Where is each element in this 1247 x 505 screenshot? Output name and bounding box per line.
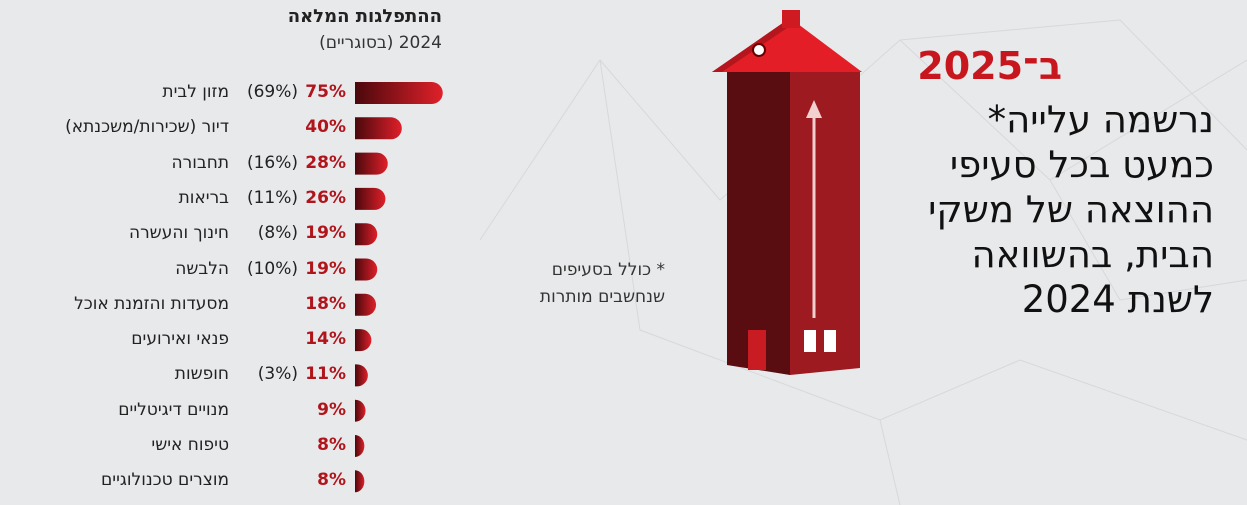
bar bbox=[355, 435, 365, 457]
prev-value-label: (10%) bbox=[246, 258, 298, 279]
value-label: 28% bbox=[305, 152, 346, 173]
prev-value-label: (69%) bbox=[246, 82, 298, 102]
category-label: פנאי ואירועים bbox=[131, 329, 229, 350]
headline-year: ב־2025 bbox=[917, 44, 1062, 88]
bar bbox=[355, 470, 365, 493]
bar bbox=[355, 117, 402, 140]
bar bbox=[355, 187, 386, 210]
footnote: * כולל בסעיפים bbox=[551, 260, 665, 280]
bar bbox=[355, 223, 378, 246]
headline: הבית, בהשוואה bbox=[971, 233, 1214, 276]
value-label: 19% bbox=[305, 223, 346, 244]
category-label: מסעדות והזמנת אוכל bbox=[74, 293, 229, 314]
prev-value-label: (8%) bbox=[257, 223, 298, 244]
category-label: תחבורה bbox=[171, 152, 229, 173]
bar bbox=[355, 258, 378, 281]
house bbox=[712, 10, 862, 375]
chart-subtitle: 2024 (בסוגריים) bbox=[319, 33, 442, 53]
category-label: דיור (שכירות/משכנתא) bbox=[65, 117, 229, 138]
footnote: שנחשבים מותרות bbox=[539, 287, 665, 307]
value-label: 40% bbox=[305, 117, 346, 138]
value-label: 26% bbox=[305, 187, 346, 208]
prev-value-label: (11%) bbox=[246, 187, 298, 208]
headline: כמעט בכל סעיפי bbox=[949, 143, 1214, 186]
bar bbox=[355, 293, 377, 316]
prev-value-label: (3%) bbox=[257, 364, 298, 385]
value-label: 19% bbox=[305, 258, 346, 279]
category-label: חינוך והעשרה bbox=[128, 223, 229, 244]
bar bbox=[355, 82, 443, 104]
bar bbox=[355, 364, 368, 387]
bar bbox=[355, 399, 366, 422]
prev-value-label: (16%) bbox=[246, 152, 298, 173]
category-label: טיפוח אישי bbox=[151, 435, 229, 455]
category-label: מוצרים טכנולוגיים bbox=[101, 470, 229, 491]
category-label: חופשות bbox=[174, 364, 229, 385]
category-label: מנויים דיגיטליים bbox=[118, 399, 229, 420]
value-label: 14% bbox=[305, 329, 346, 350]
value-label: 8% bbox=[317, 435, 346, 455]
category-label: מזון לבית bbox=[162, 82, 229, 102]
category-label: הלבשה bbox=[175, 258, 229, 279]
value-label: 75% bbox=[305, 82, 346, 102]
bar bbox=[355, 152, 388, 175]
value-label: 8% bbox=[317, 470, 346, 491]
headline: ההוצאה של משקי bbox=[928, 188, 1214, 231]
value-label: 9% bbox=[317, 399, 346, 420]
chart-title: ההתפלגות המלאה bbox=[287, 6, 442, 27]
headline: לשנת 2024 bbox=[1021, 278, 1214, 321]
value-label: 18% bbox=[305, 293, 346, 314]
headline: נרשמה עלייה* bbox=[987, 98, 1214, 141]
bar bbox=[355, 329, 372, 352]
value-label: 11% bbox=[305, 364, 346, 385]
category-label: בריאות bbox=[178, 187, 229, 208]
